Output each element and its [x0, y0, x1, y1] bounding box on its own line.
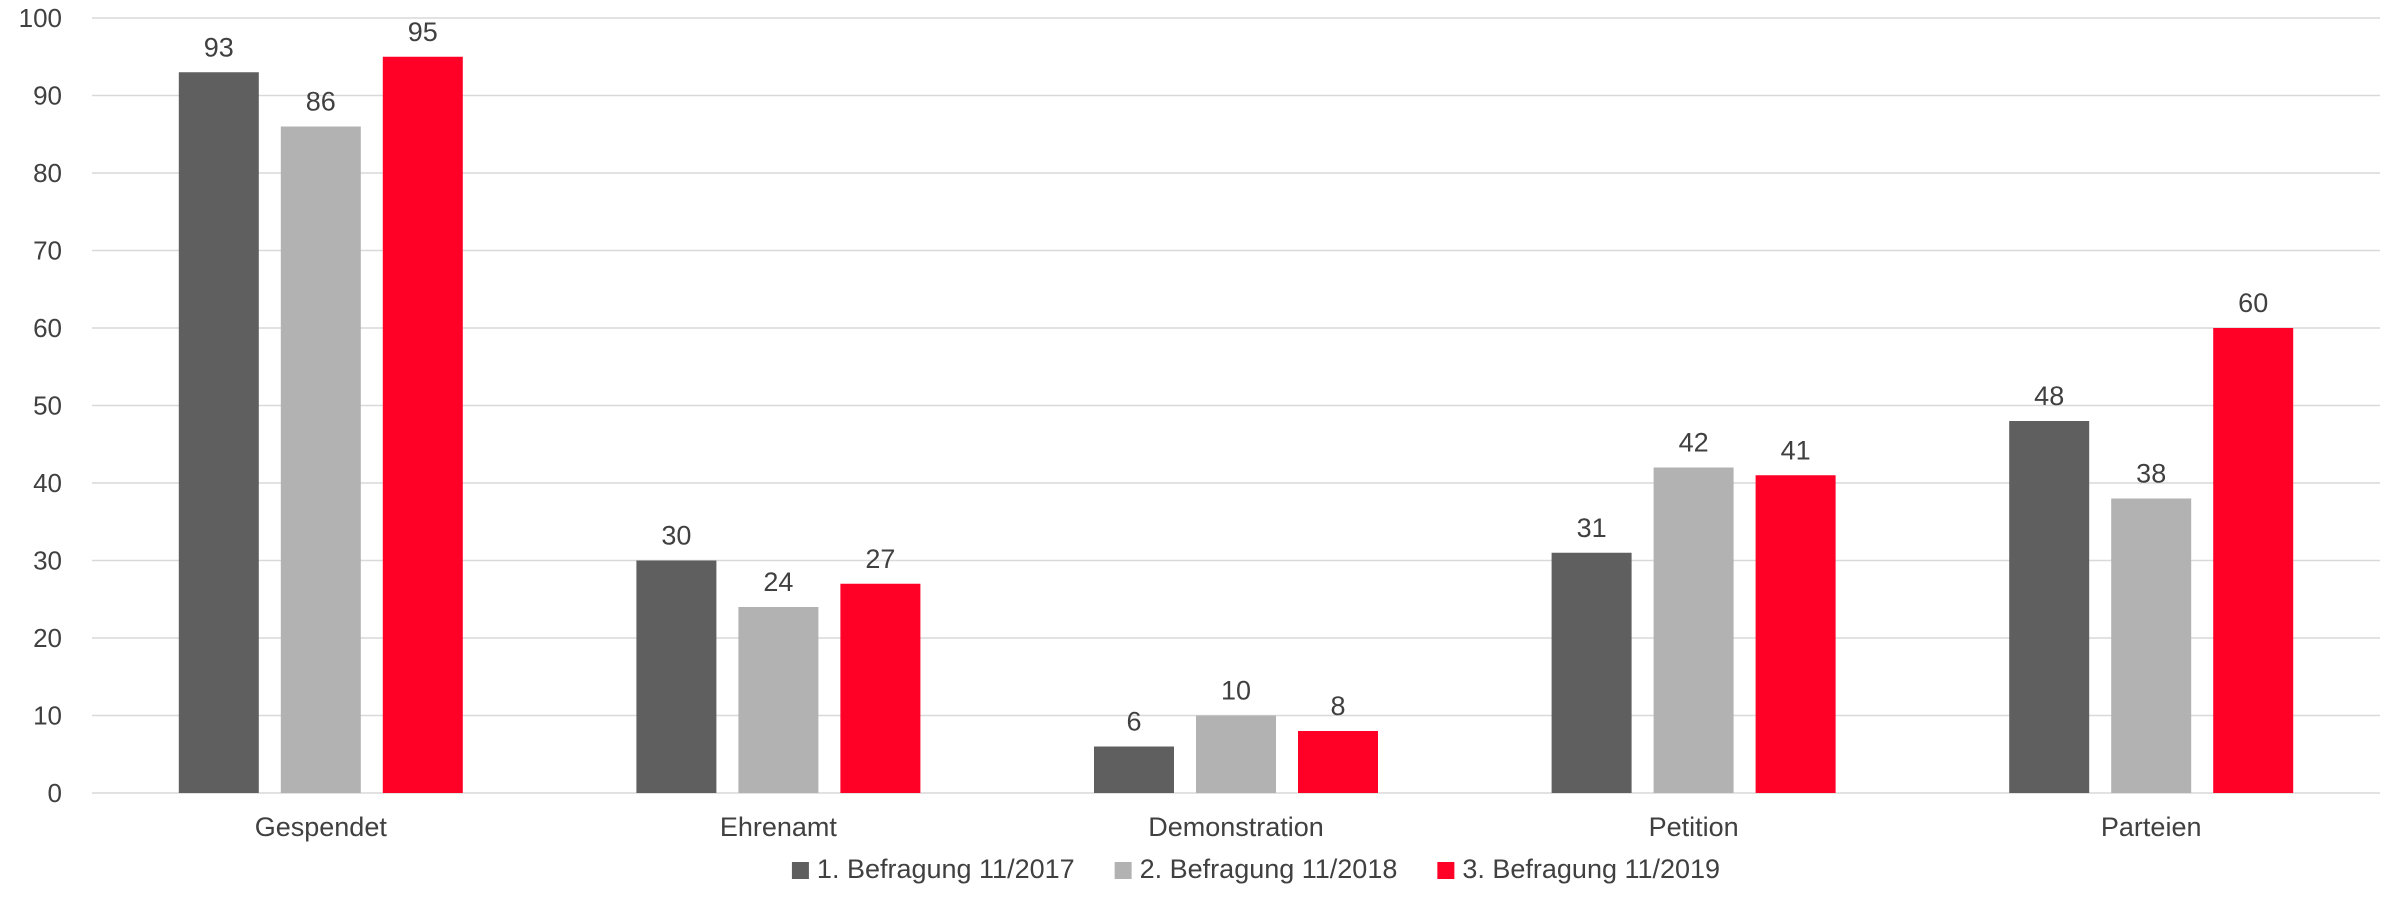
data-label: 38 — [2136, 459, 2166, 489]
y-tick-label: 0 — [48, 778, 62, 808]
x-tick-label: Gespendet — [255, 812, 388, 842]
legend-label: 3. Befragung 11/2019 — [1462, 854, 1720, 884]
data-label: 41 — [1781, 435, 1811, 465]
y-tick-label: 50 — [33, 391, 62, 421]
data-label: 93 — [204, 32, 234, 62]
legend-item: 2. Befragung 11/2018 — [1114, 854, 1398, 884]
y-tick-label: 70 — [33, 236, 62, 266]
data-label: 48 — [2034, 381, 2064, 411]
y-tick-label: 90 — [33, 81, 62, 111]
data-label: 10 — [1221, 676, 1251, 706]
bar — [840, 583, 921, 793]
y-tick-label: 100 — [19, 3, 62, 33]
x-tick-label: Demonstration — [1148, 812, 1324, 842]
y-tick-label: 30 — [33, 546, 62, 576]
data-label: 24 — [763, 567, 793, 597]
grid-layer — [92, 17, 2380, 794]
x-axis-categories: Gespendet Ehrenamt Demonstration Petition Pa… — [255, 812, 2202, 842]
data-label: 42 — [1679, 428, 1709, 458]
data-label: 8 — [1330, 691, 1345, 721]
x-tick-label: Ehrenamt — [720, 812, 838, 842]
legend-swatch — [1437, 862, 1455, 879]
bars — [178, 56, 2294, 793]
data-labels: 93 86 95 30 24 27 6 10 8 31 42 41 48 38 60 — [204, 17, 2268, 737]
legend-label: 2. Befragung 11/2018 — [1140, 854, 1398, 884]
legend-label: 1. Befragung 11/2017 — [817, 854, 1075, 884]
x-tick-label: Petition — [1649, 812, 1739, 842]
bar — [280, 126, 361, 793]
legend-swatch — [1114, 862, 1132, 879]
y-tick-label: 60 — [33, 313, 62, 343]
data-label: 31 — [1577, 513, 1607, 543]
y-tick-label: 80 — [33, 158, 62, 188]
bar — [1298, 731, 1378, 793]
bar — [738, 607, 819, 793]
y-tick-label: 40 — [33, 468, 62, 498]
bar — [2213, 328, 2294, 793]
data-label: 95 — [408, 17, 438, 47]
bar — [1653, 467, 1734, 793]
data-label: 86 — [306, 87, 336, 117]
bar — [1094, 746, 1174, 793]
bar — [382, 56, 463, 793]
bar — [1755, 475, 1836, 793]
legend: 1. Befragung 11/2017 2. Befragung 11/2018… — [791, 854, 1720, 884]
y-axis-ticks: 0 10 20 30 40 50 60 70 80 90 100 — [19, 3, 62, 808]
legend-item: 1. Befragung 11/2017 — [791, 854, 1075, 884]
x-tick-label: Parteien — [2101, 812, 2202, 842]
bar — [2111, 498, 2192, 793]
data-label: 27 — [865, 544, 895, 574]
y-tick-label: 10 — [33, 701, 62, 731]
y-tick-label: 20 — [33, 623, 62, 653]
bar — [178, 72, 259, 793]
data-label: 30 — [661, 521, 691, 551]
bar — [1551, 552, 1632, 793]
legend-swatch — [791, 862, 809, 879]
legend-item: 3. Befragung 11/2019 — [1437, 854, 1720, 884]
data-label: 60 — [2238, 288, 2268, 318]
data-label: 6 — [1126, 707, 1141, 737]
bar — [1196, 715, 1276, 793]
bar — [636, 560, 717, 793]
bar — [2009, 421, 2090, 793]
